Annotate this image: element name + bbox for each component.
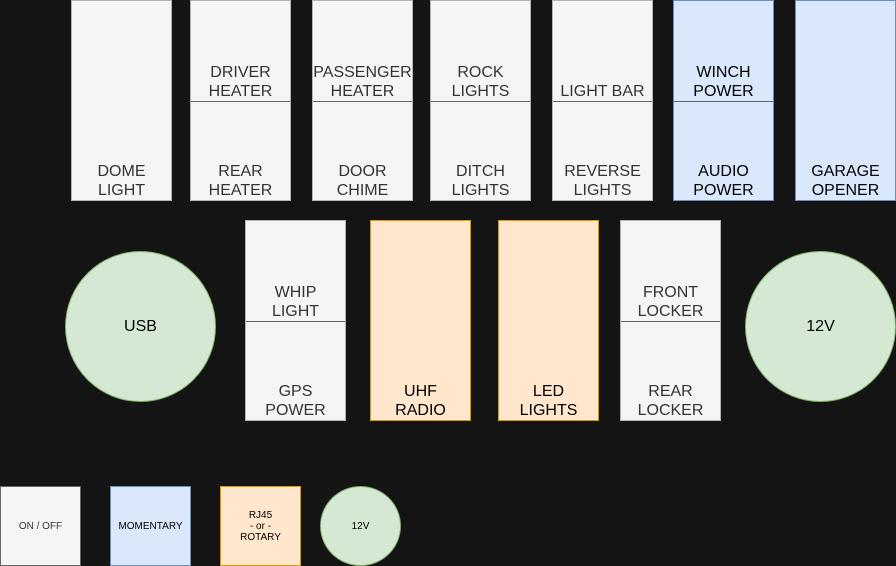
switch-whip-light-gps[interactable]: WHIP LIGHT GPS POWER xyxy=(245,220,346,421)
switch-bottom-label: REAR HEATER xyxy=(208,163,273,199)
switch-top-label: FRONT LOCKER xyxy=(637,283,704,320)
switch-passenger-heater-door-chime[interactable]: PASSENGER HEATER DOOR CHIME xyxy=(312,0,413,201)
legend-momentary: MOMENTARY xyxy=(110,486,191,566)
legend-on-off: ON / OFF xyxy=(0,486,81,566)
switch-top-label xyxy=(72,1,171,101)
switch-rock-ditch-lights[interactable]: ROCK LIGHTS DITCH LIGHTS xyxy=(430,0,531,201)
switch-divider xyxy=(246,320,345,322)
switch-bottom-label: UHF RADIO xyxy=(395,383,446,419)
usb-port[interactable]: USB xyxy=(65,251,216,402)
switch-top-label: WINCH POWER xyxy=(693,63,754,100)
twelve-volt-label: 12V xyxy=(806,317,835,335)
legend-twelve-volt-label: 12V xyxy=(351,520,370,532)
switch-bottom-label: GARAGE OPENER xyxy=(811,163,880,199)
switch-divider xyxy=(431,100,530,102)
switch-driver-rear-heater[interactable]: DRIVER HEATER REAR HEATER xyxy=(190,0,291,201)
switch-bottom-label: DOME LIGHT xyxy=(97,163,146,199)
switch-bottom-label: AUDIO POWER xyxy=(693,163,754,199)
switch-bottom-label: REVERSE LIGHTS xyxy=(564,163,641,199)
switch-winch-audio-power[interactable]: WINCH POWER AUDIO POWER xyxy=(673,0,774,201)
legend-rj45-label: RJ45 - or - ROTARY xyxy=(240,509,281,543)
switch-bottom-label: DOOR CHIME xyxy=(336,163,389,199)
legend-rj45-rotary: RJ45 - or - ROTARY xyxy=(220,486,301,566)
switch-divider xyxy=(553,100,652,102)
switch-bottom-label: GPS POWER xyxy=(265,383,326,419)
switch-top-label: ROCK LIGHTS xyxy=(451,63,510,100)
switch-top-label: DRIVER HEATER xyxy=(208,63,273,100)
legend-twelve-volt: 12V xyxy=(320,486,401,566)
switch-garage-opener[interactable]: GARAGE OPENER xyxy=(795,0,896,201)
switch-bottom-label: REAR LOCKER xyxy=(637,383,704,419)
switch-top-label: PASSENGER HEATER xyxy=(313,63,412,100)
switch-top-label xyxy=(796,1,895,101)
switch-divider xyxy=(621,320,720,322)
legend-on-off-label: ON / OFF xyxy=(18,520,63,532)
switch-top-label: WHIP LIGHT xyxy=(271,283,320,320)
switch-top-label: LIGHT BAR xyxy=(560,82,645,100)
switch-dome-light[interactable]: DOME LIGHT xyxy=(71,0,172,201)
switch-bottom-label: LED LIGHTS xyxy=(519,383,578,419)
switch-uhf-radio[interactable]: UHF RADIO xyxy=(370,220,471,421)
switch-divider xyxy=(674,100,773,102)
switch-led-lights[interactable]: LED LIGHTS xyxy=(498,220,599,421)
switch-divider xyxy=(313,100,412,102)
twelve-volt-socket[interactable]: 12V xyxy=(745,251,896,402)
switch-bottom-label: DITCH LIGHTS xyxy=(451,163,510,199)
switch-front-rear-locker[interactable]: FRONT LOCKER REAR LOCKER xyxy=(620,220,721,421)
switch-light-bar-reverse[interactable]: LIGHT BAR REVERSE LIGHTS xyxy=(552,0,653,201)
usb-label: USB xyxy=(124,317,157,335)
legend-momentary-label: MOMENTARY xyxy=(118,520,183,532)
switch-divider xyxy=(191,100,290,102)
